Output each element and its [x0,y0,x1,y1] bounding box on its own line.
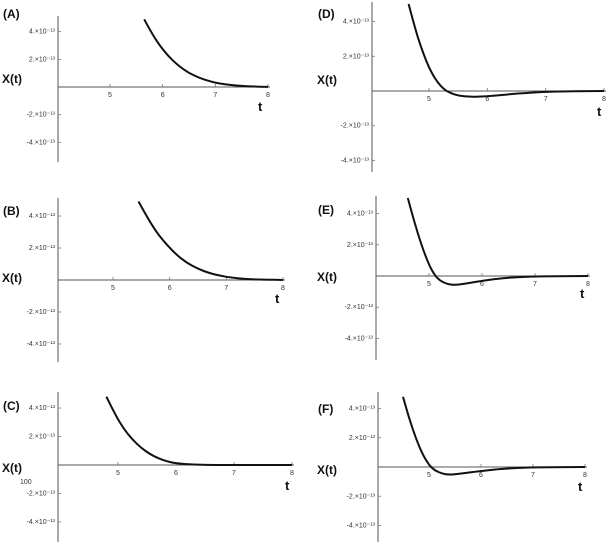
x-tick-label: 8 [266,92,270,99]
y-tick-label: -2.×10⁻¹³ [341,123,370,130]
series-line [105,396,292,466]
x-tick-label: 8 [602,96,606,103]
x-tick-label: 7 [213,92,217,99]
chart-panel-f: (F) 4.×10⁻¹³ 2.×10⁻¹³ -2.×10⁻¹³ -4.×10⁻¹³ 5 6 7… [317,392,587,542]
y-tick-label: -4.×10⁻¹³ [345,335,374,342]
annotation-label: 100 [20,479,32,486]
y-tick-label: -4.×10⁻¹³ [27,341,56,348]
panel-label: (F) [318,402,333,416]
y-axis-label: X(t) [317,463,337,477]
x-tick-label: 8 [281,285,285,292]
y-tick-label: -2.×10⁻¹³ [345,304,374,311]
x-axis-label: t [285,478,290,493]
y-tick-label: -4.×10⁻¹³ [347,523,376,530]
y-tick-label: -4.×10⁻¹³ [341,157,370,164]
chart-panel-b: (B) 4.×10⁻¹³ 2.×10⁻¹³ -2.×10⁻¹³ -4.×10⁻¹³ 5 6 7… [2,198,285,362]
y-axis-label: X(t) [2,72,22,86]
series-line [406,197,589,286]
series-line [143,18,269,88]
x-tick-label: 6 [480,281,484,288]
y-tick-label: -2.×10⁻¹³ [27,309,56,316]
y-axis-label: X(t) [317,73,337,87]
x-tick-label: 6 [161,92,165,99]
y-axis-label: X(t) [2,271,22,285]
y-tick-label: -2.×10⁻¹³ [27,490,56,497]
x-tick-label: 6 [485,96,489,103]
chart-panel-c: (C) 4.×10⁻¹³ 2.×10⁻¹³ -2.×10⁻¹³ -4.×10⁻¹³ 5 6 7… [2,392,294,542]
series-line [137,201,284,281]
x-axis-label: t [578,479,583,494]
panel-label: (C) [3,399,20,413]
x-axis-label: t [275,291,280,306]
x-tick-label: 7 [544,96,548,103]
y-tick-label: 4.×10⁻¹³ [29,29,56,36]
y-tick-label: 4.×10⁻¹³ [349,406,376,413]
x-axis-label: t [580,286,585,301]
x-tick-label: 8 [290,470,294,477]
y-tick-label: 2.×10⁻¹³ [343,53,370,60]
x-tick-label: 5 [427,281,431,288]
panel-label: (E) [318,203,334,217]
y-tick-label: 2.×10⁻¹³ [347,242,374,249]
y-tick-label: 4.×10⁻¹³ [343,19,370,26]
x-tick-label: 8 [583,472,587,479]
x-tick-label: 7 [224,285,228,292]
series-line [402,396,586,476]
x-tick-label: 5 [116,470,120,477]
x-tick-label: 8 [586,281,590,288]
x-tick-label: 5 [427,472,431,479]
x-tick-label: 6 [168,285,172,292]
y-axis-label: X(t) [317,270,337,284]
panel-label: (B) [3,204,20,218]
y-axis-label: X(t) [2,461,22,475]
chart-panel-d: (D) 4.×10⁻¹³ 2.×10⁻¹³ -2.×10⁻¹³ -4.×10⁻¹³ 5 6 7… [317,2,606,172]
x-tick-label: 5 [108,92,112,99]
panel-label: (A) [3,7,20,21]
x-tick-label: 6 [479,472,483,479]
y-tick-label: 4.×10⁻¹³ [29,213,56,220]
x-tick-label: 5 [427,96,431,103]
chart-panel-a: (A) 4.×10⁻¹³ 2.×10⁻¹³ -2.×10⁻¹³ -4.×10⁻¹³ 5 6 7… [2,7,270,162]
y-tick-label: -4.×10⁻¹³ [27,139,56,146]
y-tick-label: 2.×10⁻¹³ [29,434,56,441]
y-tick-label: -4.×10⁻¹³ [27,519,56,526]
x-tick-label: 7 [533,281,537,288]
y-tick-label: 4.×10⁻¹³ [347,211,374,218]
y-tick-label: 2.×10⁻¹³ [29,245,56,252]
y-tick-label: 2.×10⁻¹³ [29,56,56,63]
x-axis-label: t [597,104,602,119]
x-tick-label: 7 [531,472,535,479]
chart-panel-e: (E) 4.×10⁻¹³ 2.×10⁻¹³ -2.×10⁻¹³ -4.×10⁻¹³ 5 6 7… [317,196,590,360]
x-axis-label: t [258,99,263,114]
y-tick-label: -2.×10⁻¹³ [27,112,56,119]
series-line [407,3,605,98]
x-tick-label: 6 [174,470,178,477]
x-tick-label: 5 [111,285,115,292]
x-tick-label: 7 [232,470,236,477]
y-tick-label: -2.×10⁻¹³ [347,493,376,500]
y-tick-label: 2.×10⁻¹³ [349,435,376,442]
panel-label: (D) [318,7,335,21]
y-tick-label: 4.×10⁻¹³ [29,405,56,412]
